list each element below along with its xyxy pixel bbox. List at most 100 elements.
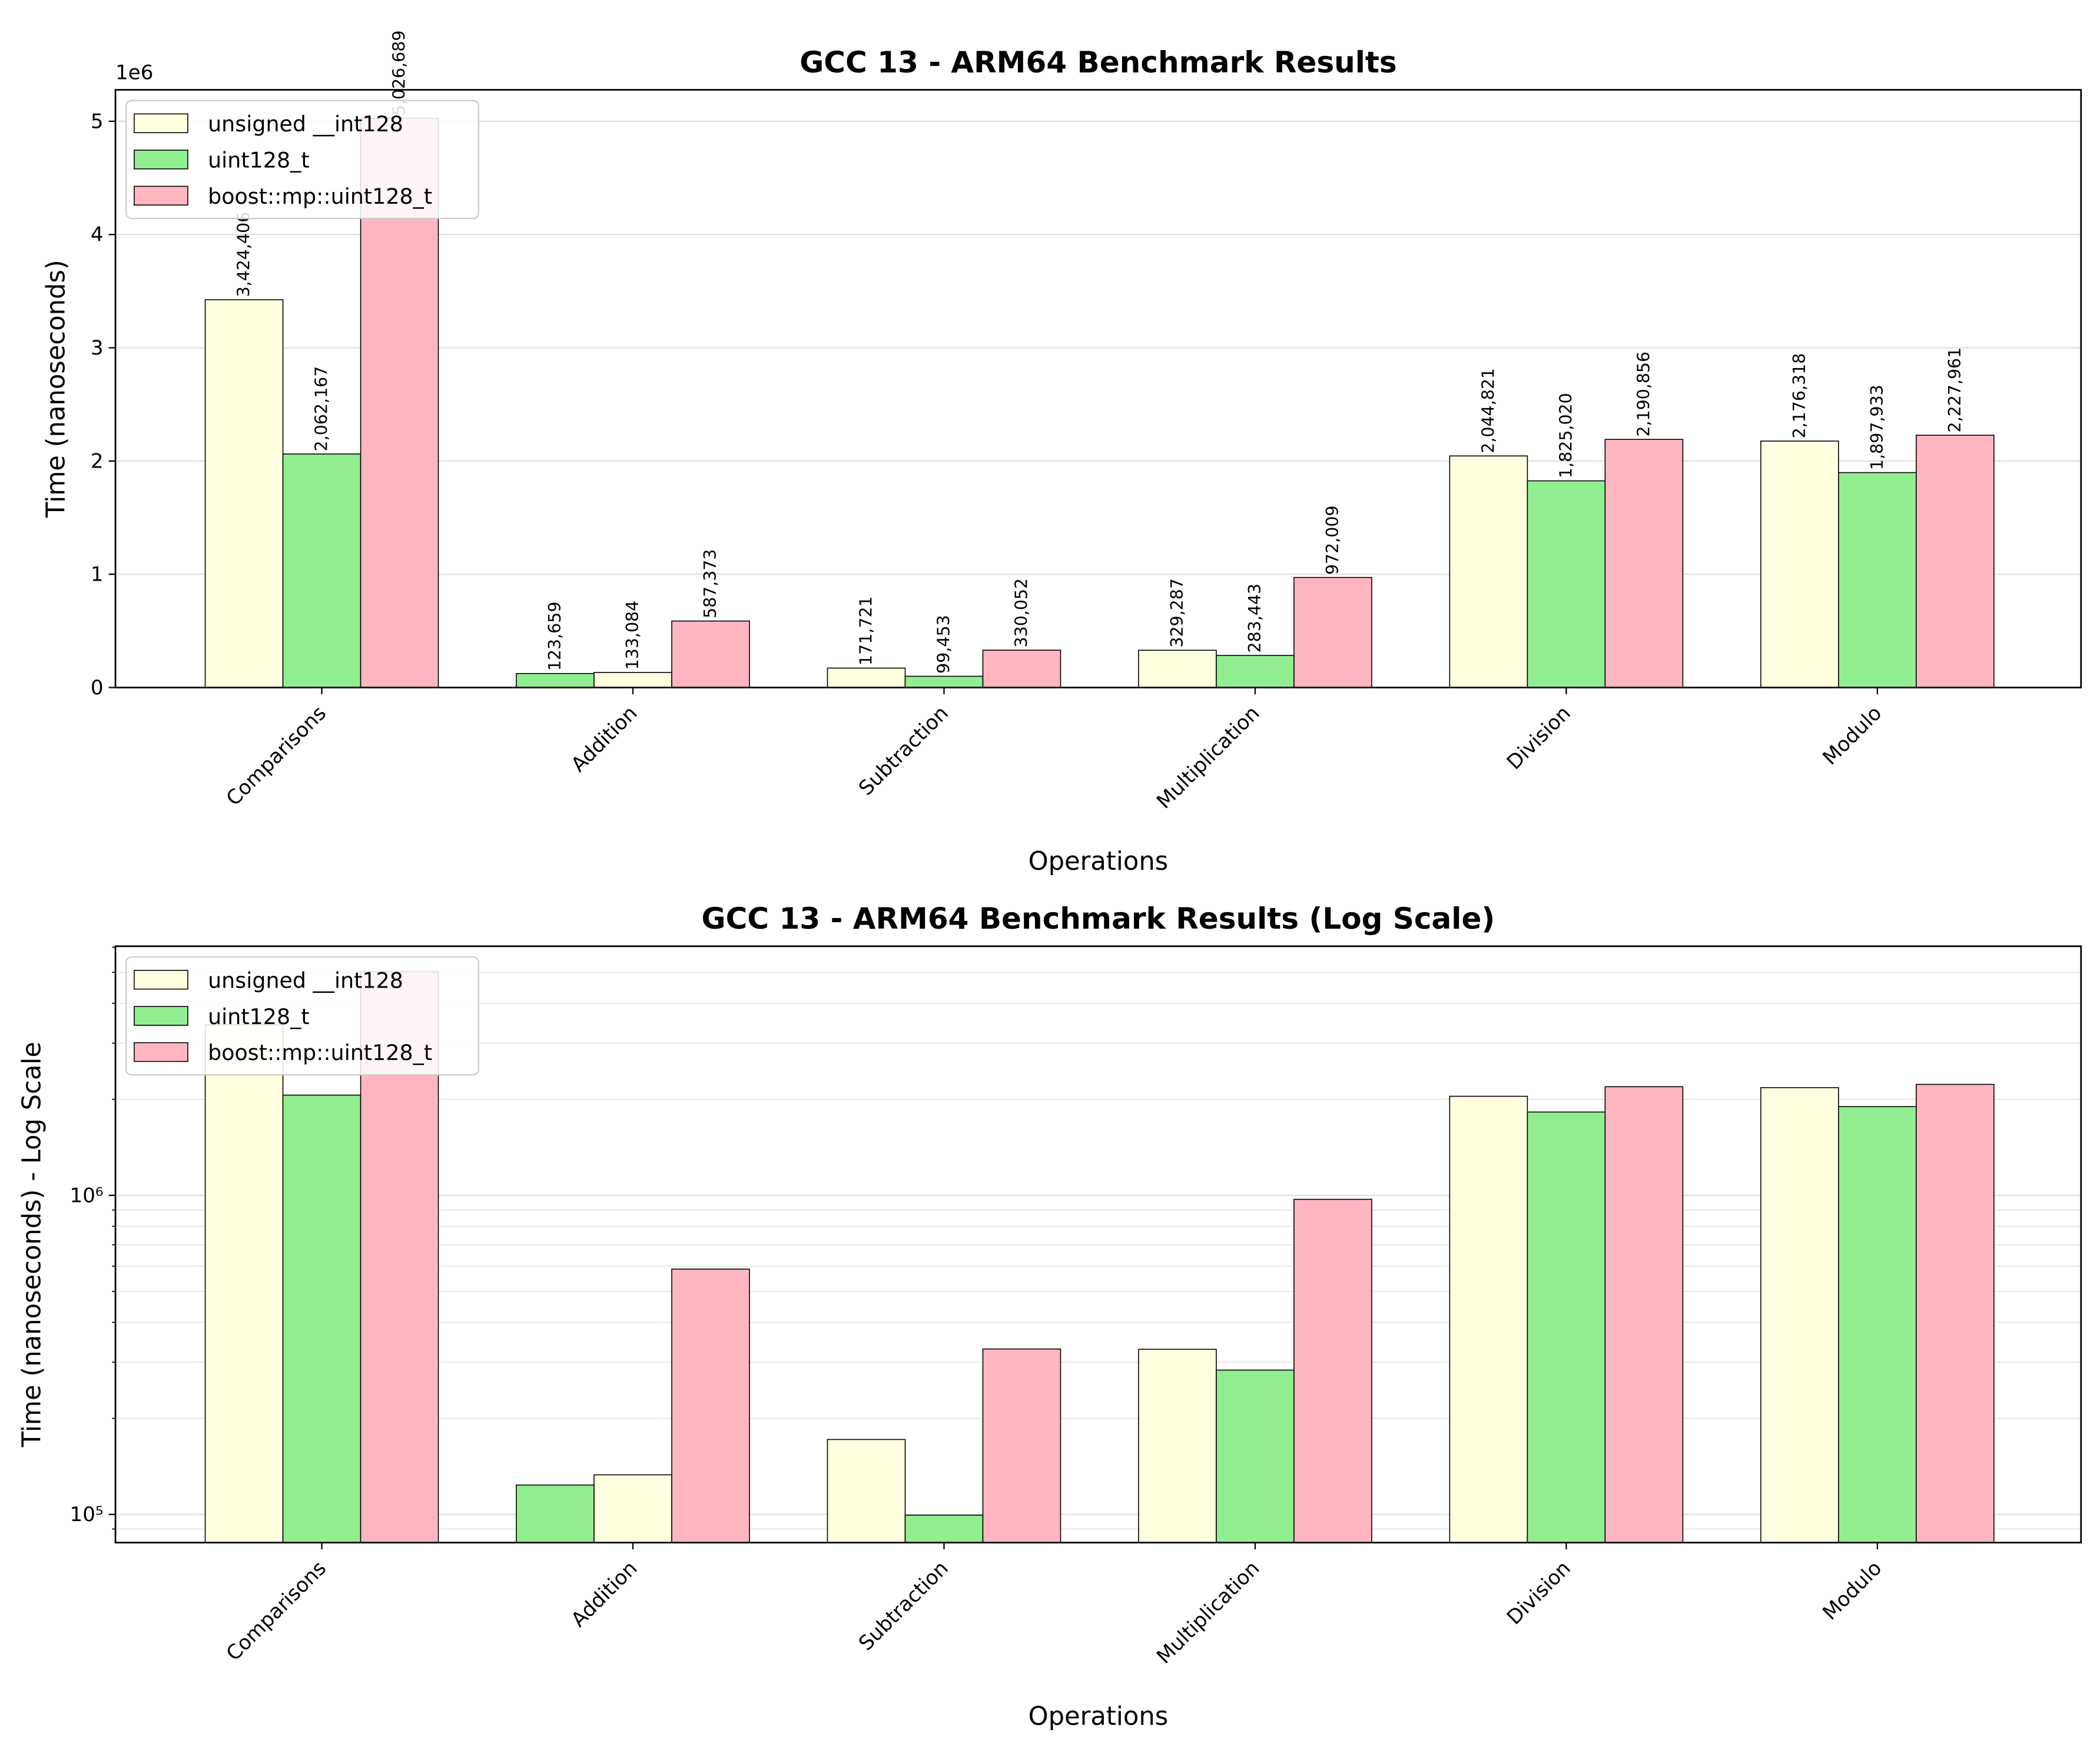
- bar: [1760, 1087, 1839, 1543]
- bar: [827, 1439, 906, 1543]
- bar: [593, 672, 672, 688]
- value-label: 2,176,318: [1790, 353, 1809, 439]
- bar: [204, 1024, 284, 1543]
- legend-label: unsigned __int128: [208, 111, 403, 137]
- bar: [1604, 439, 1684, 688]
- legend-box: [125, 956, 479, 1076]
- bar: [1838, 472, 1917, 688]
- chart-panel: 3,424,406 123,659 171,721 329,287 2,044,821 2…: [42, 31, 2082, 876]
- y-axis-label: Time (nanoseconds): [42, 260, 71, 518]
- legend-swatch: [134, 969, 188, 990]
- legend-swatch: [134, 113, 188, 134]
- bar: [1527, 1111, 1606, 1543]
- bar: [671, 620, 750, 688]
- legend-label: uint128_t: [208, 147, 310, 173]
- value-label: 1,825,020: [1556, 393, 1575, 478]
- value-label: 587,373: [701, 549, 720, 618]
- bar: [982, 1348, 1061, 1543]
- y-tick-label: 4: [91, 223, 104, 247]
- bar: [1293, 1198, 1372, 1543]
- x-axis-label: Operations: [1029, 1702, 1169, 1731]
- y-axis-label: Time (nanoseconds) - Log Scale: [18, 1042, 47, 1447]
- y-tick-label: 10⁶: [69, 1184, 103, 1207]
- bar: [1293, 577, 1372, 688]
- value-label: 2,062,167: [312, 366, 331, 452]
- bar: [282, 453, 361, 688]
- x-tick-label: Addition: [567, 1556, 642, 1632]
- value-label: 3,424,406: [234, 212, 254, 297]
- value-label: 99,453: [934, 615, 954, 674]
- bars: [204, 118, 1995, 688]
- x-tick-label: Comparisons: [222, 1556, 331, 1665]
- x-tick-label: Division: [1502, 1556, 1575, 1629]
- x-tick-label: Multiplication: [1152, 1556, 1264, 1668]
- bar: [671, 1268, 750, 1543]
- y-offset-label: 1e6: [115, 61, 153, 84]
- x-tick-label: Comparisons: [222, 701, 331, 810]
- bar: [1449, 1095, 1528, 1543]
- value-label: 171,721: [857, 596, 876, 665]
- y-tick-label: 1: [91, 563, 104, 587]
- legend-label: boost::mp::uint128_t: [208, 1040, 432, 1065]
- legend: unsigned __int128uint128_tboost::mp::uin…: [125, 100, 479, 220]
- bar: [827, 667, 906, 688]
- bar: [516, 1484, 595, 1543]
- value-label: 329,287: [1167, 578, 1187, 648]
- legend-swatch: [134, 1042, 188, 1062]
- legend-swatch: [134, 1006, 188, 1026]
- value-label: 133,084: [623, 601, 642, 670]
- x-tick-label: Multiplication: [1152, 701, 1264, 813]
- value-label: 972,009: [1323, 505, 1342, 575]
- chart-title: GCC 13 - ARM64 Benchmark Results: [799, 45, 1396, 80]
- value-label: 123,659: [545, 602, 565, 671]
- bars: [204, 971, 1995, 1543]
- bar: [1216, 655, 1295, 688]
- legend-swatch: [134, 150, 188, 170]
- chart-panel: 10⁵ 10⁶ Comparisons Addition Subtraction Mult…: [18, 902, 2082, 1731]
- legend-label: uint128_t: [208, 1004, 310, 1029]
- bar: [1216, 1369, 1295, 1543]
- bar: [1138, 1349, 1217, 1543]
- bar: [516, 673, 595, 688]
- x-tick-label: Subtraction: [854, 701, 953, 800]
- y-tick-label: 2: [91, 449, 104, 473]
- x-tick-label: Addition: [567, 701, 642, 777]
- bar: [1449, 455, 1528, 688]
- bar: [1838, 1106, 1917, 1543]
- bar: [1916, 435, 1995, 688]
- value-label: 283,443: [1245, 584, 1265, 653]
- x-tick-label: Subtraction: [854, 1556, 953, 1655]
- bar: [904, 1515, 984, 1543]
- legend-label: boost::mp::uint128_t: [208, 184, 432, 209]
- value-label: 2,190,856: [1634, 352, 1653, 437]
- x-tick-label: Modulo: [1818, 701, 1886, 770]
- bar: [1916, 1084, 1995, 1543]
- chart-title: GCC 13 - ARM64 Benchmark Results (Log Sc…: [702, 902, 1495, 936]
- bar: [1138, 650, 1217, 688]
- bar: [904, 675, 984, 688]
- bar: [1527, 480, 1606, 688]
- x-tick-label: Modulo: [1818, 1556, 1886, 1625]
- value-label: 2,227,961: [1945, 347, 1965, 433]
- bar: [1604, 1086, 1684, 1543]
- y-tick-label: 5: [91, 110, 104, 133]
- bar: [982, 650, 1061, 688]
- y-tick-label: 0: [91, 676, 104, 700]
- y-tick-label: 3: [91, 336, 104, 360]
- bar: [593, 1474, 672, 1543]
- bar: [1760, 440, 1839, 688]
- legend-label: unsigned __int128: [208, 968, 403, 993]
- legend: unsigned __int128uint128_tboost::mp::uin…: [125, 956, 479, 1076]
- legend-box: [125, 100, 479, 220]
- bar: [282, 1094, 361, 1543]
- legend-swatch: [134, 186, 188, 206]
- x-axis-label: Operations: [1029, 847, 1169, 876]
- bar: [204, 299, 284, 688]
- value-label: 1,897,933: [1867, 385, 1887, 470]
- value-label: 2,044,821: [1478, 368, 1498, 453]
- value-label: 330,052: [1012, 578, 1031, 648]
- axes-frame: [114, 89, 2082, 688]
- y-tick-label: 10⁵: [69, 1503, 103, 1526]
- x-tick-label: Division: [1502, 701, 1575, 774]
